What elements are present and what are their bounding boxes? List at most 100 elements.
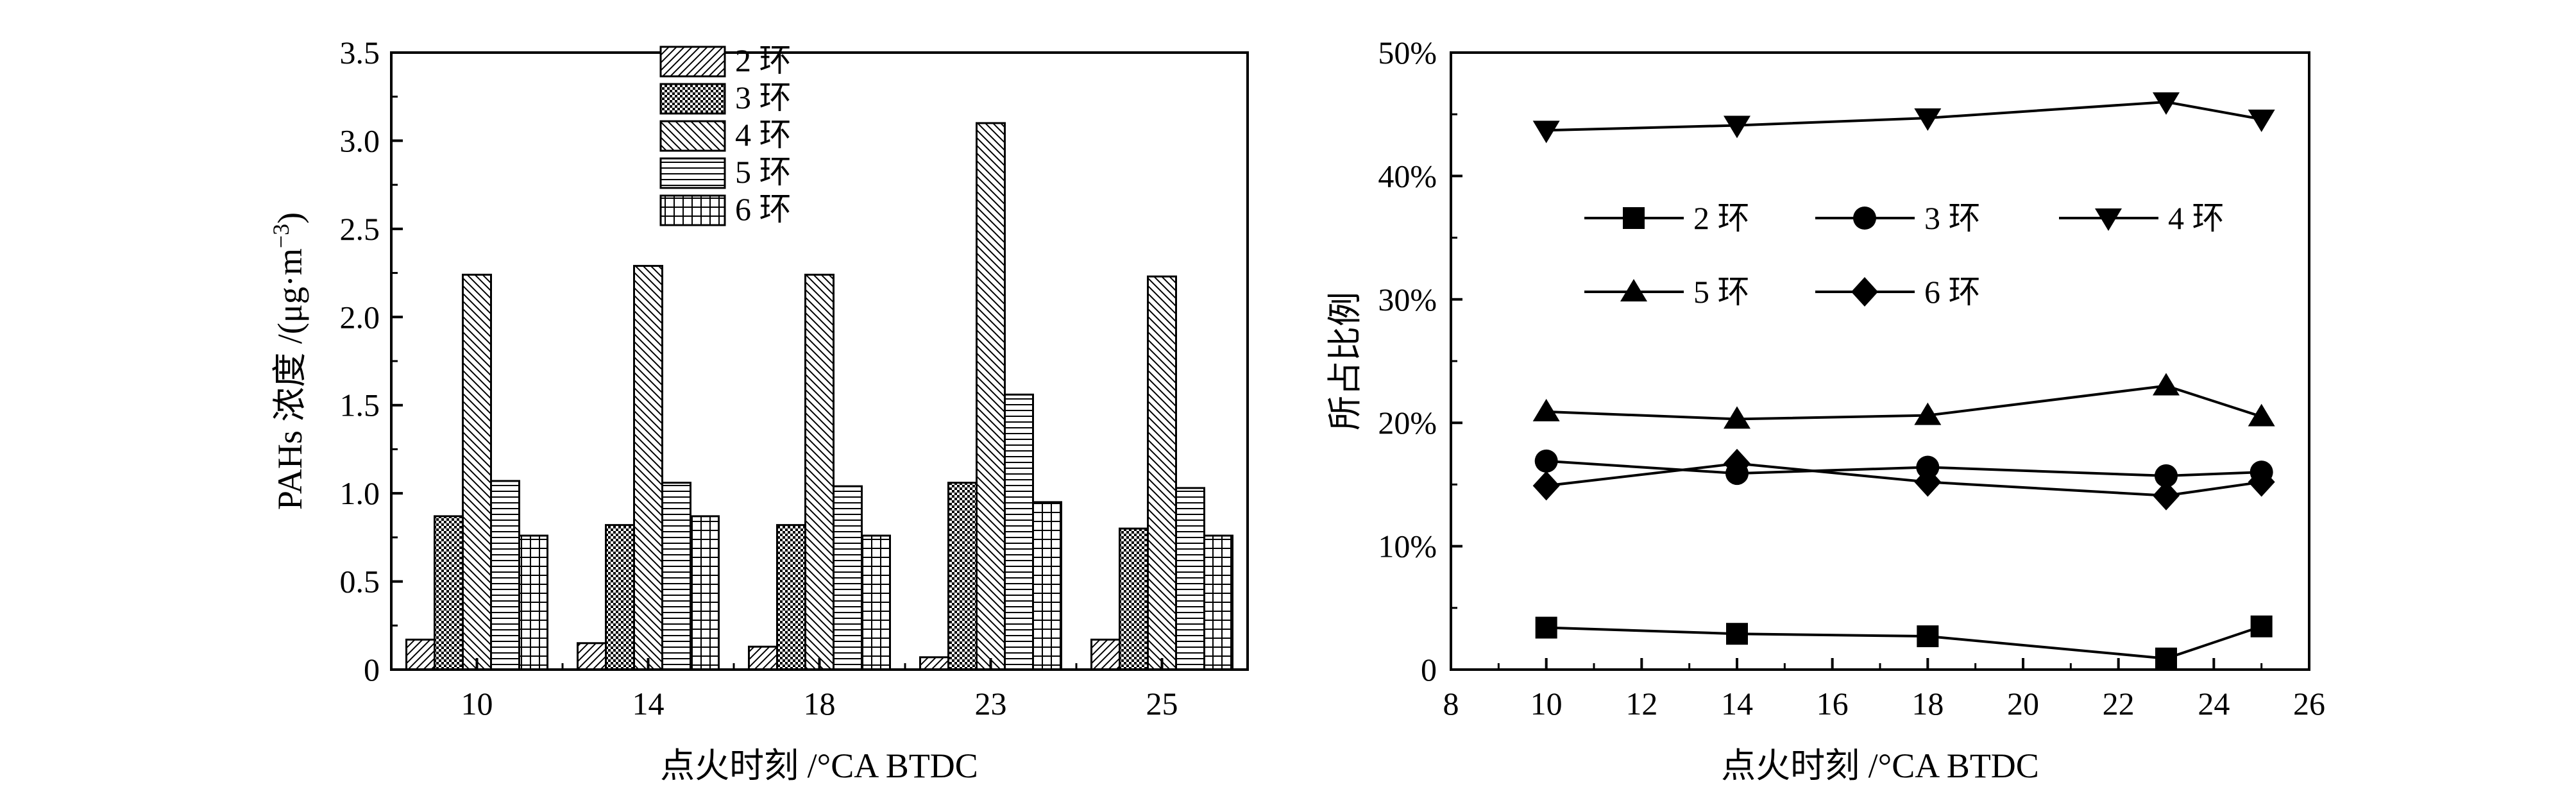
point-square	[1917, 625, 1939, 648]
line-x-tick-label: 10	[1530, 686, 1563, 722]
bar-y-tick-label: 3.5	[340, 35, 380, 71]
line-x-tick-label: 8	[1443, 686, 1459, 722]
line-x-tick-label: 18	[1911, 686, 1944, 722]
bar-diag-back	[462, 273, 492, 671]
legend-marker-triangle-up	[1620, 279, 1647, 301]
point-triangle-up	[1724, 406, 1750, 429]
line-series	[1532, 92, 2275, 670]
bar-grid	[1203, 534, 1233, 671]
point-circle	[1534, 449, 1558, 473]
legend-marker-circle	[1853, 207, 1876, 230]
bar-dots	[776, 524, 806, 671]
line-y-tick-label: 50%	[1378, 35, 1437, 71]
series-line-triangle-down	[1546, 100, 2262, 132]
line-x-tick-label: 24	[2198, 686, 2230, 722]
line-y-tick-label: 10%	[1378, 528, 1437, 564]
bar-x-tick-label: 23	[975, 686, 1007, 722]
line-x-tick-label: 12	[1625, 686, 1657, 722]
bar-y-axis-title-main: PAHs 浓度 /(μg·m	[271, 248, 309, 510]
bar-y-tick-label: 1.5	[340, 387, 380, 423]
bar-grid	[861, 534, 891, 671]
bar-y-tick-label: 0	[364, 652, 380, 688]
legend-swatch-dots	[659, 83, 726, 115]
legend-label: 4 环	[2168, 200, 2224, 236]
bar-y-axis-title: PAHs 浓度 /(μg·m−3)	[268, 212, 309, 510]
legend-marker-triangle-down	[2095, 208, 2122, 231]
bar-grid	[690, 515, 720, 671]
line-y-tick-label: 20%	[1378, 405, 1437, 441]
point-triangle-up	[1532, 398, 1560, 421]
legend-label: 5 环	[1693, 274, 1750, 310]
bar-x-tick-label: 10	[461, 686, 493, 722]
bar-diag-back	[1147, 275, 1177, 671]
point-diamond	[2248, 467, 2275, 497]
line-x-tick-label: 16	[1817, 686, 1849, 722]
legend-marker-square	[1623, 207, 1645, 229]
bar-x-axis-title: 点火时刻 /°CA BTDC	[660, 747, 978, 785]
bar-y-tick-label: 0.5	[340, 564, 380, 600]
series-line-square	[1546, 625, 2262, 660]
line-y-tick-label: 40%	[1378, 158, 1437, 194]
bar-grid	[518, 534, 548, 671]
line-y-tick-label: 0	[1421, 652, 1437, 688]
bar-y-axis-title-exponent: −3	[268, 224, 294, 248]
line-legend: 2 环 3 环 4 环 5 环 6 环	[1584, 200, 2224, 310]
bar-x-ticks: 10 14 18 23 25	[461, 658, 1178, 722]
bar-y-ticks: 0 0.5 1.0 1.5 2.0 2.5 3.0 3.5	[340, 35, 403, 688]
point-diamond	[1532, 471, 1560, 501]
bar-dots	[434, 515, 464, 671]
legend-marker-diamond	[1851, 277, 1878, 307]
point-triangle-up	[2248, 403, 2275, 427]
line-x-tick-label: 26	[2293, 686, 2325, 722]
bar-y-tick-label: 2.5	[340, 211, 380, 247]
legend-label: 4 环	[735, 117, 792, 153]
legend-label: 5 环	[735, 154, 792, 190]
bar-x-tick-label: 18	[804, 686, 836, 722]
bar-grid	[1032, 501, 1062, 671]
point-triangle-down	[1532, 121, 1560, 144]
point-circle	[2155, 464, 2178, 487]
bar-dots	[947, 482, 978, 671]
point-triangle-down	[1724, 115, 1750, 139]
point-diamond	[1914, 467, 1942, 497]
bar-hlines	[833, 485, 863, 671]
bar-bars	[405, 122, 1233, 671]
bar-diag-fwd	[919, 656, 949, 671]
point-triangle-up	[1914, 402, 1942, 425]
bar-diag-fwd	[1090, 638, 1121, 671]
legend-swatch-hlines	[659, 157, 726, 189]
bar-diag-back	[804, 273, 835, 671]
legend-swatch-diag-back	[659, 120, 726, 152]
point-triangle-down	[1914, 108, 1942, 131]
bar-hlines	[1175, 487, 1205, 671]
bar-y-tick-label: 3.0	[340, 123, 380, 158]
line-x-tick-label: 22	[2103, 686, 2135, 722]
bar-dots	[605, 524, 635, 671]
line-x-tick-label: 14	[1721, 686, 1753, 722]
bar-x-tick-label: 14	[632, 686, 665, 722]
line-y-tick-label: 30%	[1378, 282, 1437, 317]
point-diamond	[1724, 448, 1750, 478]
line-x-tick-label: 20	[2007, 686, 2039, 722]
legend-swatch-grid	[659, 194, 726, 226]
bar-legend: 2 环3 环4 环5 环6 环	[659, 42, 792, 227]
bar-y-tick-label: 2.0	[340, 299, 380, 335]
bar-x-tick-label: 25	[1146, 686, 1178, 722]
series-line-triangle-up	[1546, 384, 2262, 421]
bar-y-axis-title-close: )	[271, 212, 309, 224]
bar-hlines	[1004, 393, 1034, 671]
point-square	[1535, 616, 1557, 639]
legend-label: 2 环	[735, 42, 792, 78]
bar-hlines	[490, 480, 520, 671]
line-y-ticks: 0 10% 20% 30% 40% 50%	[1378, 35, 1462, 688]
point-triangle-down	[2153, 92, 2180, 115]
legend-label: 3 环	[735, 80, 792, 115]
bar-diag-back	[976, 122, 1006, 671]
bar-diag-fwd	[577, 642, 607, 671]
bar-diag-back	[633, 265, 663, 671]
bar-hlines	[661, 482, 691, 671]
legend-label: 6 环	[1924, 274, 1981, 310]
line-x-axis-title: 点火时刻 /°CA BTDC	[1721, 747, 2039, 785]
line-y-axis-title: 所占比例	[1326, 292, 1364, 430]
